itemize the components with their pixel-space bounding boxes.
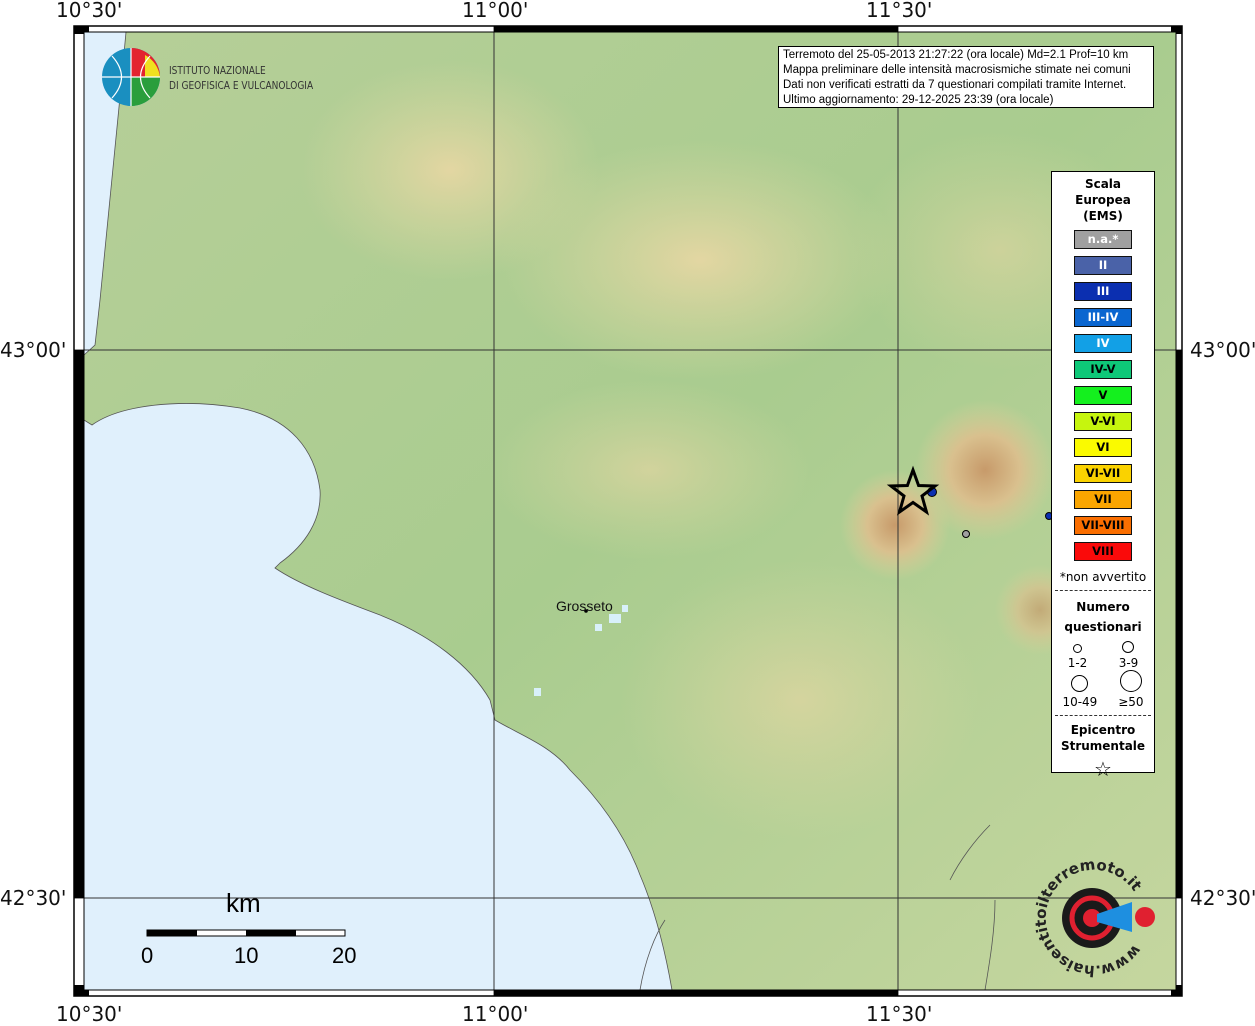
count-circle-large-icon	[1071, 675, 1089, 692]
ems-swatch-viii: VIII	[1074, 542, 1132, 561]
count-circle-medium-icon	[1122, 641, 1135, 653]
ems-swatch-iiiiv: III-IV	[1074, 308, 1132, 327]
ingv-globe-icon	[102, 48, 160, 106]
legend-title-3: (EMS)	[1083, 209, 1123, 223]
legend-title-2: Europea	[1075, 193, 1131, 207]
count-label-1: 1-2	[1067, 656, 1088, 670]
scale-bar	[146, 929, 346, 937]
count-title-2: questionari	[1064, 620, 1142, 634]
epicentre-title-1: Epicentro	[1070, 723, 1136, 737]
scale-unit: km	[226, 888, 261, 918]
coord-right-2: 42°30'	[1190, 886, 1255, 910]
ems-swatch-vi: VI	[1074, 438, 1132, 457]
count-label-4: ≥50	[1118, 695, 1144, 709]
epicentre-star-icon[interactable]	[886, 465, 940, 516]
logo-line-1: ISTITUTO NAZIONALE	[169, 64, 266, 77]
legend-note: *non avvertito	[1059, 570, 1147, 584]
intensity-point-na[interactable]	[962, 530, 970, 538]
coord-left-2: 42°30'	[0, 886, 67, 910]
map-frame	[73, 25, 1183, 997]
coord-top-2: 11°00'	[462, 0, 529, 22]
ems-swatch-v: V	[1074, 386, 1132, 405]
info-line-2: Mappa preliminare delle intensità macros…	[783, 64, 1131, 76]
info-line-4: Ultimo aggiornamento: 29-12-2025 23:39 (…	[783, 94, 1054, 106]
ems-swatch-iv: IV	[1074, 334, 1132, 353]
coord-bottom-1: 10°30'	[56, 1002, 123, 1026]
count-title-1: Numero	[1076, 600, 1130, 614]
count-circle-small-icon	[1072, 644, 1082, 653]
legend: Scala Europea (EMS) n.a.* II III III-IV IV IV…	[1051, 171, 1155, 781]
scale-tick-20: 20	[332, 943, 357, 968]
ems-swatch-vivii: VI-VII	[1074, 464, 1132, 483]
ems-swatch-ivv: IV-V	[1074, 360, 1132, 379]
ems-swatch-ii: II	[1074, 256, 1132, 275]
ems-swatch-iii: III	[1074, 282, 1132, 301]
info-line-3: Dati non verificati estratti da 7 questi…	[783, 79, 1127, 91]
count-label-3: 10-49	[1062, 695, 1098, 709]
count-circle-xlarge-icon	[1119, 670, 1142, 692]
epicentre-title-2: Strumentale	[1060, 739, 1146, 753]
scale-tick-10: 10	[234, 943, 259, 968]
legend-title: Scala Europea (EMS)	[1052, 176, 1154, 224]
graticule	[74, 26, 1182, 996]
legend-title-1: Scala	[1084, 177, 1122, 191]
coord-top-3: 11°30'	[866, 0, 933, 22]
logo-line-2: DI GEOFISICA E VULCANOLOGIA	[169, 79, 314, 92]
info-line-1: Terremoto del 25-05-2013 21:27:22 (ora l…	[783, 49, 1129, 61]
coord-top-1: 10°30'	[56, 0, 123, 22]
ems-swatch-na: n.a.*	[1074, 230, 1132, 249]
count-label-2: 3-9	[1118, 656, 1139, 670]
star-icon: ☆	[1094, 757, 1112, 781]
ems-scale: n.a.* II III III-IV IV IV-V V V-VI VI VI-VII VII VI…	[1052, 230, 1154, 561]
coord-bottom-2: 11°00'	[462, 1002, 529, 1026]
coord-right-1: 43°00'	[1190, 338, 1255, 362]
coord-left-1: 43°00'	[0, 338, 67, 362]
ems-swatch-vii: VII	[1074, 490, 1132, 509]
ingv-logo-text: ISTITUTO NAZIONALE DI GEOFISICA E VULCAN…	[169, 63, 313, 93]
grosseto-marker	[534, 605, 628, 696]
ems-swatch-viiviii: VII-VIII	[1074, 516, 1132, 535]
ems-swatch-vvi: V-VI	[1074, 412, 1132, 431]
place-label-grosseto: Grosseto	[556, 598, 613, 614]
scale-tick-0: 0	[141, 943, 154, 968]
event-info-box: Terremoto del 25-05-2013 21:27:22 (ora l…	[778, 46, 1154, 108]
coord-bottom-3: 11°30'	[866, 1002, 933, 1026]
